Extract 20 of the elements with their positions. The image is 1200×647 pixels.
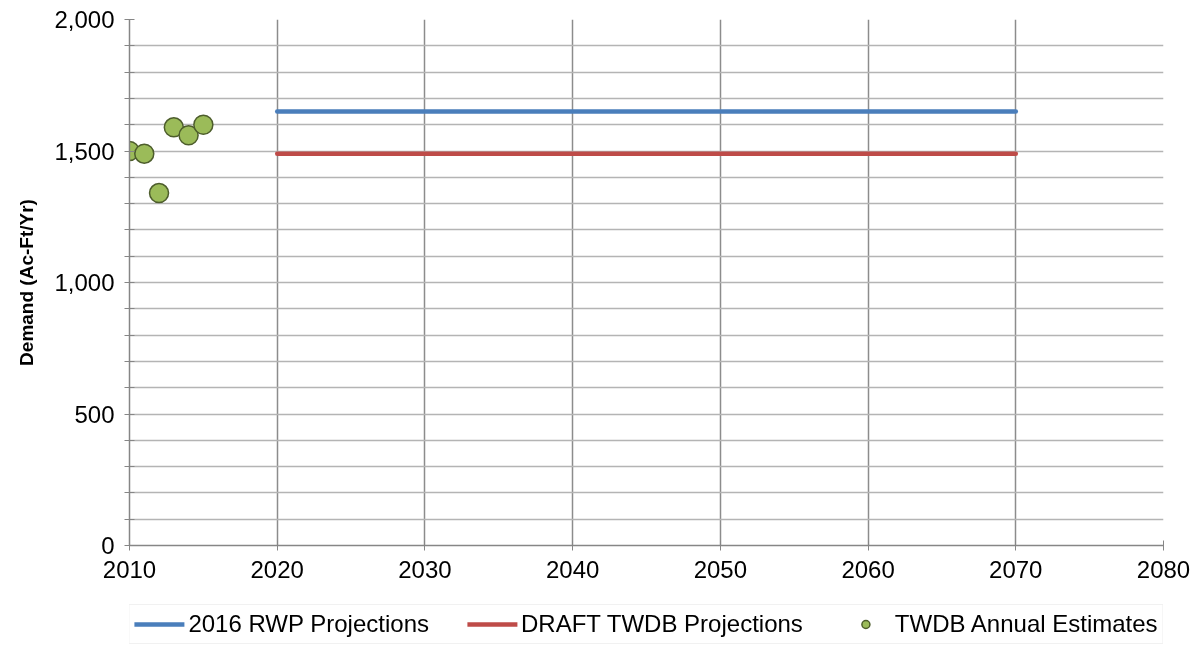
y-tick-label: 500 (74, 400, 115, 428)
y-axis-title: Demand (Ac-Ft/Yr) (16, 199, 38, 366)
x-tick-label: 2080 (1136, 555, 1191, 583)
legend-label: TWDB Annual Estimates (894, 609, 1158, 638)
x-tick-label: 2020 (250, 555, 304, 583)
y-tick-label: 2,000 (54, 6, 115, 33)
x-tick-label: 2040 (545, 555, 600, 583)
legend-label: DRAFT TWDB Projections (520, 609, 803, 638)
x-tick-label: 2050 (693, 555, 748, 583)
point (134, 143, 155, 164)
point (178, 124, 199, 146)
legend-label: 2016 RWP Projections (188, 609, 429, 638)
x-tick-label: 2030 (398, 555, 452, 583)
x-tick-label: 2070 (989, 555, 1043, 583)
point (193, 114, 214, 135)
point (163, 117, 185, 138)
point (148, 182, 170, 204)
y-tick-label: 1,000 (54, 269, 115, 296)
y-tick-label: 1,500 (54, 137, 115, 165)
x-tick-label: 2060 (841, 555, 895, 583)
